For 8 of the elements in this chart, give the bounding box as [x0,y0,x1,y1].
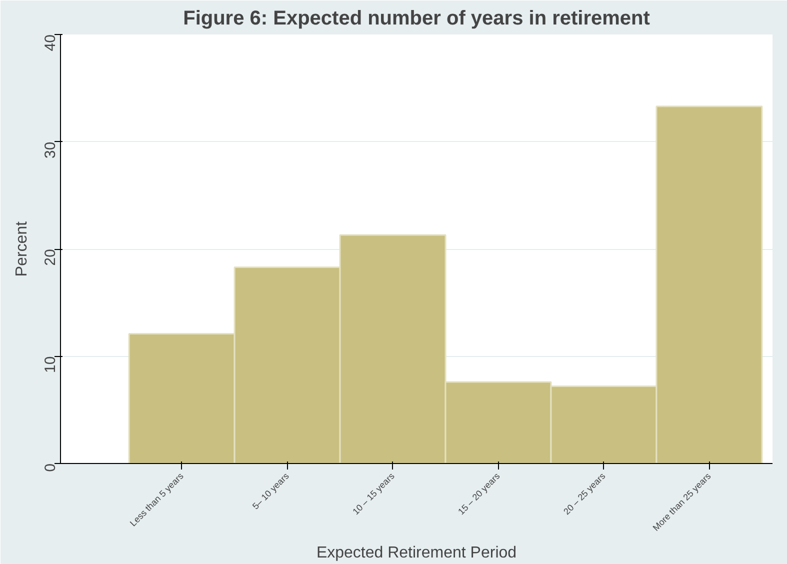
y-tick-label: 40 [42,34,59,52]
y-tick-label: 20 [42,248,59,266]
y-tick-label: 30 [42,142,59,158]
x-axis-title: Expected Retirement Period [316,544,517,562]
y-tick-label: 0 [42,464,59,472]
y-axis-title: Percent [14,220,30,277]
y-tick-label: 10 [42,356,59,373]
chart-title: Figure 6: Expected number of years in retirement [183,8,650,30]
